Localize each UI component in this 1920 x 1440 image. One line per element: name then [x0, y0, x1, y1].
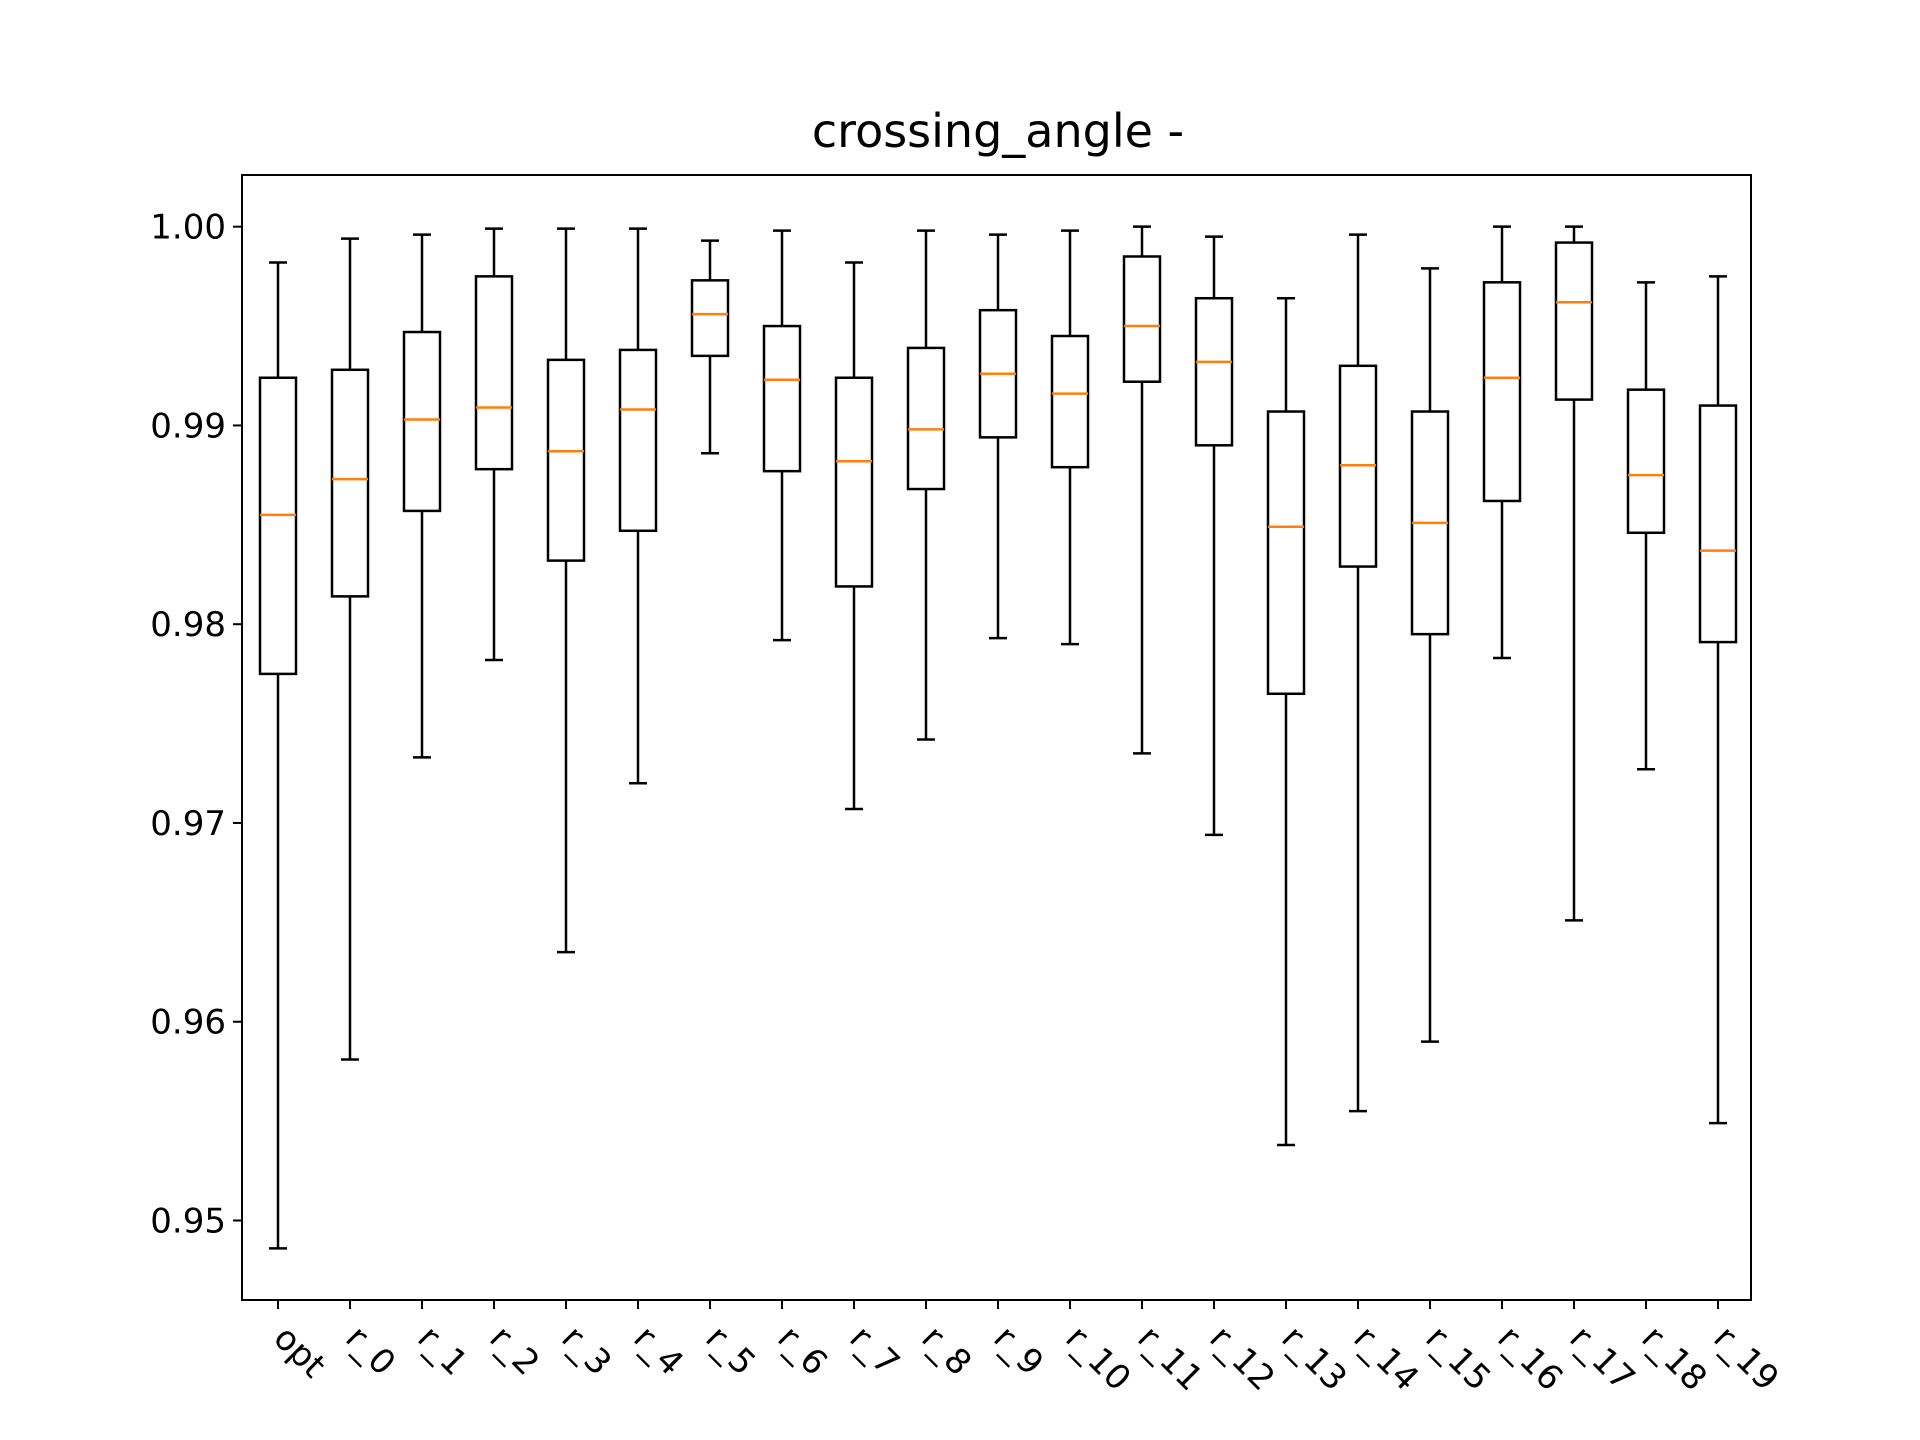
iqr-box	[1266, 410, 1306, 696]
y-tick-label: 0.95	[150, 1201, 226, 1241]
box-r_8	[906, 229, 946, 741]
iqr-box	[834, 376, 874, 588]
box-opt	[258, 261, 298, 1250]
iqr-box	[258, 376, 298, 676]
box-r_11	[1122, 225, 1162, 755]
box-r_16	[1482, 225, 1522, 660]
iqr-box	[1554, 241, 1594, 401]
box-r_18	[1626, 281, 1666, 771]
axes-frame	[241, 174, 1752, 1301]
box-r_4	[618, 227, 658, 785]
y-tick-label: 0.98	[150, 605, 226, 645]
iqr-box	[1122, 255, 1162, 383]
box-r_2	[474, 227, 514, 662]
iqr-box	[546, 358, 586, 562]
iqr-box	[690, 279, 730, 358]
box-r_17	[1554, 225, 1594, 922]
iqr-box	[402, 330, 442, 513]
iqr-box	[1482, 281, 1522, 503]
iqr-box	[906, 346, 946, 491]
y-tick-label: 1.00	[150, 208, 226, 248]
y-tick-label: 0.96	[150, 1003, 226, 1043]
iqr-box	[474, 275, 514, 471]
plot-area	[258, 225, 1738, 1250]
box-r_1	[402, 233, 442, 759]
box-r_9	[978, 233, 1018, 640]
chart-title: crossing_angle -	[812, 104, 1184, 158]
iqr-box	[330, 368, 370, 598]
iqr-box	[1194, 296, 1234, 447]
box-r_3	[546, 227, 586, 954]
box-r_0	[330, 237, 370, 1061]
iqr-box	[762, 324, 802, 473]
box-r_14	[1338, 233, 1378, 1113]
y-tick-label: 0.99	[150, 406, 226, 446]
box-r_13	[1266, 296, 1306, 1147]
box-r_12	[1194, 235, 1234, 837]
box-r_7	[834, 261, 874, 811]
box-r_15	[1410, 267, 1450, 1043]
iqr-box	[1050, 334, 1090, 469]
box-r_10	[1050, 229, 1090, 646]
y-tick-label: 0.97	[150, 804, 226, 844]
box-r_5	[690, 239, 730, 455]
y-axis: 0.95 0.96 0.97 0.98 0.99 1.00	[150, 208, 242, 1241]
box-r_19	[1698, 275, 1738, 1125]
iqr-box	[618, 348, 658, 533]
box-r_6	[762, 229, 802, 642]
iqr-box	[1698, 404, 1738, 644]
iqr-box	[1626, 388, 1666, 535]
